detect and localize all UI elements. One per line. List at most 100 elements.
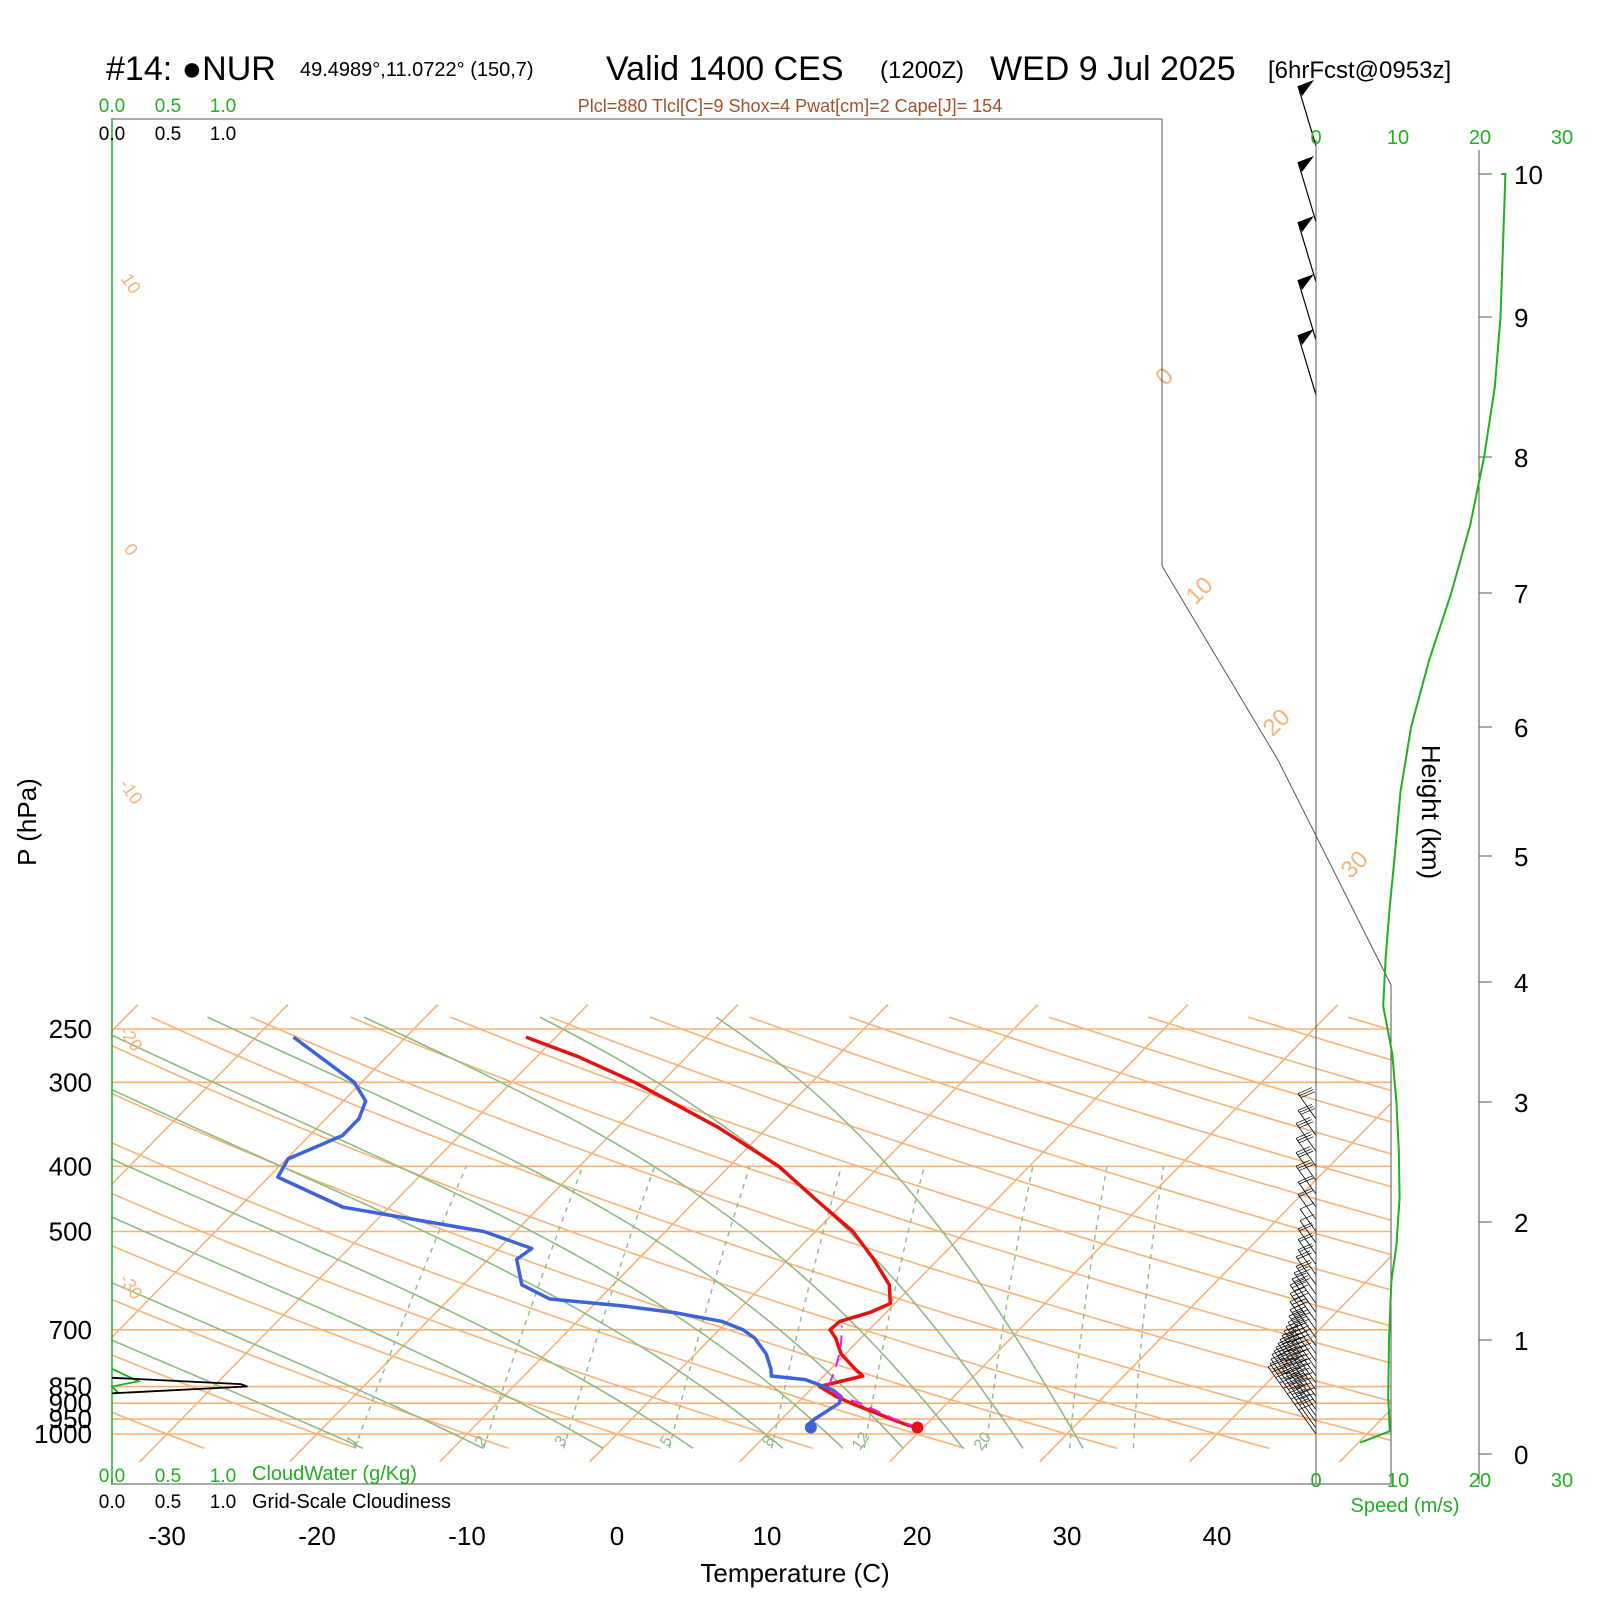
dry-adiabat <box>849 1016 1391 1450</box>
wind-barb-feather <box>1296 1312 1311 1319</box>
temperature-tick-label: -20 <box>298 1521 336 1551</box>
isotherm <box>1039 1004 1391 1463</box>
height-tick-label: 8 <box>1514 443 1528 473</box>
wind-barb-feather <box>1297 1119 1312 1126</box>
wind-barb-staff <box>1297 334 1317 396</box>
isotherm <box>439 1004 889 1463</box>
dry-adiabat <box>450 1016 1391 1450</box>
wind-barb-feather <box>1295 1333 1310 1341</box>
isotherm <box>111 1004 439 1463</box>
wind-barb-staff <box>1273 1350 1317 1410</box>
isotherm-label: 0 <box>120 540 142 560</box>
wind-barb-feather <box>1299 1164 1314 1171</box>
cloudwater-axis-title: CloudWater (g/Kg) <box>252 1463 417 1485</box>
temperature-tick-label: 0 <box>610 1521 624 1551</box>
cloudwater-line <box>110 1367 142 1394</box>
pressure-tick-label: 500 <box>49 1217 92 1247</box>
surface-temperature-dot <box>911 1421 924 1434</box>
wind-barb-staff <box>1297 1181 1317 1208</box>
wind-barb-feather <box>1290 1354 1305 1361</box>
isotherm <box>111 1004 289 1463</box>
speed-tick-label: 30 <box>1551 1470 1573 1492</box>
cloudwater-scale-label: 1.0 <box>210 96 236 117</box>
moist-adiabat <box>111 1016 484 1450</box>
wind-barb-feather <box>1299 1150 1314 1158</box>
parcel-line <box>827 1325 918 1429</box>
cloudiness-scale-label: 0.0 <box>99 124 125 145</box>
cloud-panel: 0.0 0.5 1.0 0.0 0.5 1.0 0.0 0.5 1.0 0.0 0.5 1.0 Clou… <box>99 96 451 1513</box>
pressure-tick-label: 400 <box>49 1151 92 1181</box>
dry-adiabat <box>111 1016 357 1450</box>
wind-barb-pennant <box>1298 274 1314 290</box>
isotherm <box>1189 1004 1391 1463</box>
wind-barb-feather <box>1297 1134 1312 1141</box>
isotherm <box>739 1004 1189 1463</box>
isotherm-label: 10 <box>117 270 145 298</box>
wind-barbs <box>1267 80 1317 1435</box>
plot-frame <box>111 118 1392 1485</box>
temperature-tick-label: -10 <box>448 1521 486 1551</box>
wind-barb-feather <box>1300 1108 1316 1115</box>
wind-barb-staff <box>1279 1339 1317 1391</box>
wind-barb-feather <box>1299 1214 1315 1221</box>
wind-barb-staff <box>1299 1220 1317 1244</box>
wind-barb-pennant <box>1298 329 1314 345</box>
isotherm <box>289 1004 739 1463</box>
wind-barb-feather <box>1294 1284 1309 1292</box>
speed-tick-label: 30 <box>1551 127 1573 149</box>
wind-barb-feather <box>1293 1266 1309 1274</box>
temperature-tick-label: -30 <box>148 1521 186 1551</box>
wind-barb-staff <box>1297 1249 1317 1276</box>
height-tick-label: 3 <box>1514 1088 1528 1118</box>
wind-barb-staff <box>1293 1272 1317 1304</box>
wind-barb-feather <box>1299 1202 1315 1210</box>
wind-barb-staff <box>1297 279 1317 341</box>
wind-barb-staff <box>1299 1208 1317 1232</box>
wind-barb-feather <box>1296 1342 1311 1350</box>
pressure-tick-label: 300 <box>49 1067 92 1097</box>
isotherm <box>589 1004 1039 1463</box>
wind-barb-feather <box>1295 1250 1311 1258</box>
mixing-ratio-line <box>483 1166 584 1449</box>
height-tick-label: 1 <box>1514 1326 1528 1356</box>
valid-label: Valid 1400 CES <box>606 50 844 88</box>
height-tick-label: 9 <box>1514 303 1528 333</box>
isotherm-label: -10 <box>115 775 146 808</box>
wind-barb-feather <box>1294 1398 1310 1405</box>
cloudiness-scale-label: 0.5 <box>155 124 181 145</box>
wind-barb-feather <box>1293 1275 1309 1283</box>
height-tick-label: 10 <box>1514 160 1543 190</box>
cloudwater-scale-label: 0.5 <box>155 96 181 117</box>
wind-barb-feather <box>1295 1268 1310 1276</box>
wind-barb-feather <box>1294 1301 1309 1308</box>
wind-barb-feather <box>1294 1325 1309 1332</box>
wind-barb-feather <box>1299 1224 1314 1232</box>
height-axis-title: Height (km) <box>1416 745 1446 879</box>
wind-barb-feather <box>1295 1159 1311 1167</box>
mixing-ratio-line <box>771 1166 843 1449</box>
wind-barb-feather <box>1295 1318 1310 1326</box>
wind-barb-feather <box>1291 1281 1307 1289</box>
mixing-ratio-line <box>985 1166 1034 1449</box>
cloudwater-scale-label: 1.0 <box>210 1466 236 1487</box>
isotherm <box>1339 1004 1391 1463</box>
wind-barb-feather <box>1290 1392 1306 1400</box>
wind-barb-staff <box>1270 1358 1317 1423</box>
dry-adiabat <box>111 1016 509 1450</box>
wind-barb-feather <box>1299 1105 1314 1113</box>
dry-adiabat <box>250 1016 1391 1450</box>
isotherm <box>139 1004 589 1463</box>
wind-barb-feather <box>1291 1298 1307 1305</box>
dry-adiabat <box>749 1016 1391 1450</box>
dry-adiabat <box>0 1017 52 1448</box>
wind-barb-feather <box>1288 1309 1304 1317</box>
wind-barb-feather <box>1294 1309 1309 1316</box>
wind-barb-staff <box>1271 1354 1317 1417</box>
wind-barb-staff <box>1297 1228 1317 1255</box>
zulu-label: (1200Z) <box>880 57 964 84</box>
isotherm <box>889 1004 1339 1463</box>
wind-barb-feather <box>1297 1148 1312 1156</box>
height-tick-label: 2 <box>1514 1208 1528 1238</box>
x-axis-title: Temperature (C) <box>700 1558 889 1588</box>
